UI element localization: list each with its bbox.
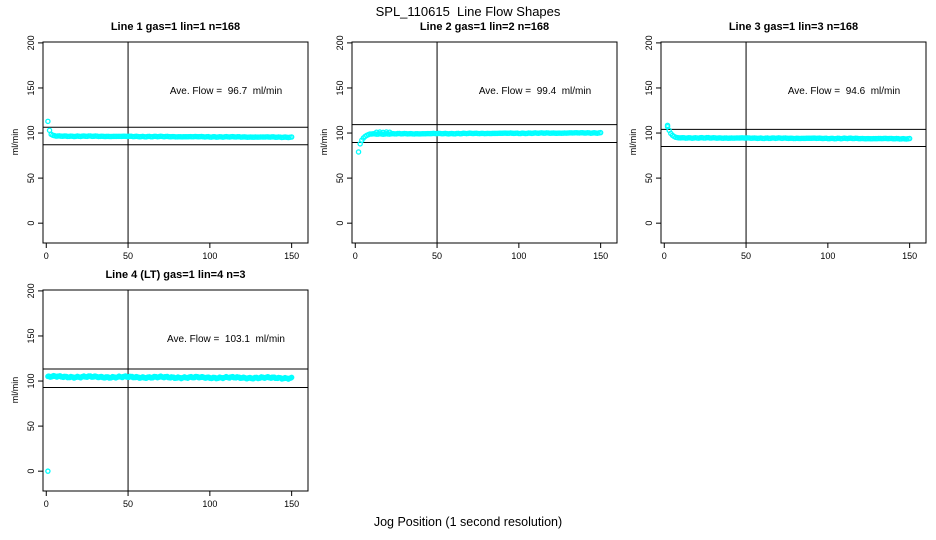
panel-title-line-2: Line 2 gas=1 lin=2 n=168	[419, 21, 550, 33]
svg-text:50: 50	[335, 173, 345, 183]
svg-text:100: 100	[511, 251, 526, 261]
svg-text:0: 0	[662, 251, 667, 261]
svg-text:150: 150	[593, 251, 608, 261]
svg-text:200: 200	[335, 35, 345, 50]
svg-text:50: 50	[123, 251, 133, 261]
y-axis-label-line-3: ml/min	[628, 128, 638, 156]
svg-text:150: 150	[26, 80, 36, 95]
ave-flow-annotation-line-4: Ave. Flow = 103.1 ml/min	[167, 334, 285, 345]
svg-text:50: 50	[26, 173, 36, 183]
svg-text:100: 100	[26, 374, 36, 389]
panel-title-line-1: Line 1 gas=1 lin=1 n=168	[110, 21, 241, 33]
svg-text:50: 50	[741, 251, 751, 261]
svg-text:0: 0	[44, 499, 49, 509]
svg-text:50: 50	[432, 251, 442, 261]
svg-text:200: 200	[26, 283, 36, 298]
panel-title-line-4: Line 4 (LT) gas=1 lin=4 n=3	[105, 269, 246, 281]
svg-text:150: 150	[26, 328, 36, 343]
svg-text:200: 200	[644, 35, 654, 50]
svg-text:100: 100	[820, 251, 835, 261]
svg-text:100: 100	[202, 251, 217, 261]
svg-text:150: 150	[644, 80, 654, 95]
svg-text:150: 150	[284, 499, 299, 509]
ave-flow-annotation-line-3: Ave. Flow = 94.6 ml/min	[787, 86, 901, 97]
svg-text:100: 100	[202, 499, 217, 509]
x-axis-label: Jog Position (1 second resolution)	[373, 515, 563, 529]
svg-text:0: 0	[44, 251, 49, 261]
svg-text:0: 0	[335, 221, 345, 226]
ave-flow-annotation-line-2: Ave. Flow = 99.4 ml/min	[478, 86, 592, 97]
svg-text:0: 0	[353, 251, 358, 261]
svg-text:150: 150	[335, 80, 345, 95]
svg-text:100: 100	[26, 126, 36, 141]
svg-text:50: 50	[26, 421, 36, 431]
y-axis-label-line-4: ml/min	[10, 376, 20, 404]
ave-flow-annotation-line-1: Ave. Flow = 96.7 ml/min	[169, 86, 283, 97]
svg-text:50: 50	[644, 173, 654, 183]
svg-text:100: 100	[335, 126, 345, 141]
svg-text:100: 100	[644, 126, 654, 141]
y-axis-label-line-2: ml/min	[319, 128, 329, 156]
svg-text:150: 150	[902, 251, 917, 261]
panel-title-line-3: Line 3 gas=1 lin=3 n=168	[728, 21, 859, 33]
svg-text:150: 150	[284, 251, 299, 261]
svg-text:0: 0	[644, 221, 654, 226]
svg-text:0: 0	[26, 221, 36, 226]
y-axis-label-line-1: ml/min	[10, 128, 20, 156]
svg-text:50: 50	[123, 499, 133, 509]
svg-text:0: 0	[26, 469, 36, 474]
svg-text:200: 200	[26, 35, 36, 50]
page-title: SPL_110615 Line Flow Shapes	[375, 4, 561, 19]
